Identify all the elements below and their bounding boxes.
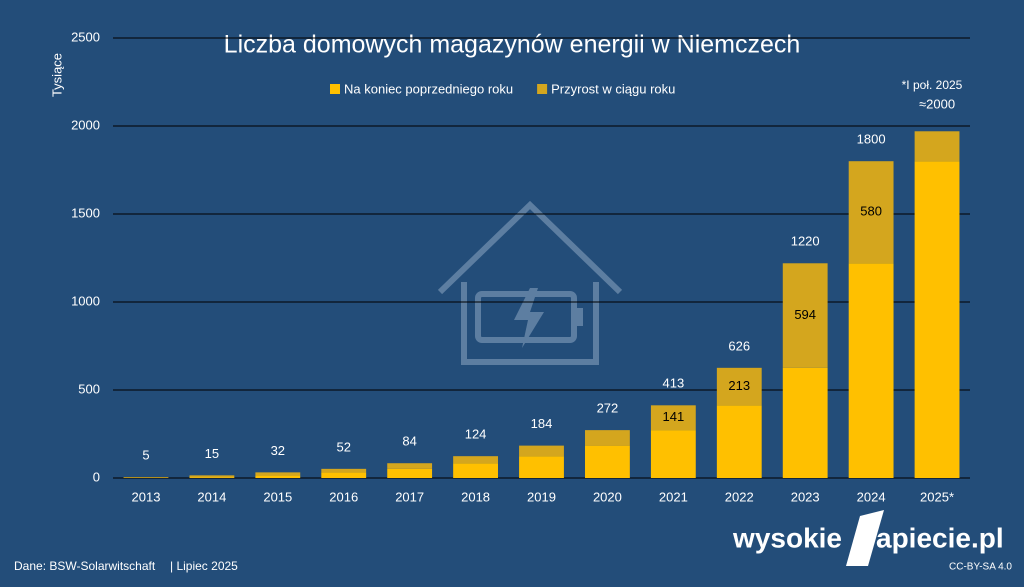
bar-segment — [585, 430, 630, 446]
bar-segment — [716, 405, 762, 478]
x-tick-label: 2024 — [857, 489, 886, 504]
total-label: 84 — [402, 434, 416, 449]
total-label: 124 — [465, 427, 487, 442]
bar-segment — [650, 405, 696, 431]
x-tick-label: 2013 — [132, 489, 161, 504]
y-tick-label: 1500 — [71, 205, 100, 220]
total-label: 5 — [142, 448, 149, 463]
legend-label: Przyrost w ciągu roku — [551, 81, 675, 96]
legend-label: Na koniec poprzedniego roku — [344, 81, 513, 96]
value-label: 141 — [662, 409, 684, 424]
bar-segment — [782, 263, 828, 368]
bar-segment — [387, 468, 433, 478]
y-tick-label: 1000 — [71, 293, 100, 308]
bar-segment — [123, 477, 169, 478]
bar-segment — [585, 445, 630, 478]
watermark-house — [437, 200, 623, 365]
footnote: *I poł. 2025 — [902, 78, 963, 92]
x-tick-label: 2015 — [263, 489, 292, 504]
x-tick-label: 2020 — [593, 489, 622, 504]
bar-segment — [782, 367, 828, 478]
chart-title: Liczba domowych magazynów energii w Niem… — [224, 31, 801, 59]
bar-segment — [189, 475, 235, 478]
value-label: 580 — [860, 204, 882, 219]
x-tick-label: 2023 — [791, 489, 820, 504]
date: | Lipiec 2025 — [170, 559, 238, 573]
total-label: 1220 — [791, 234, 820, 249]
bar-segment — [453, 463, 498, 478]
bar-segment — [321, 468, 367, 473]
bar-segment — [189, 477, 235, 478]
logo-mark — [846, 510, 884, 566]
x-tick-label: 2016 — [329, 489, 358, 504]
total-label: 272 — [597, 401, 619, 416]
x-tick-label: 2017 — [395, 489, 424, 504]
bar-segment — [255, 472, 301, 476]
total-label: ≈2000 — [919, 96, 955, 111]
y-axis-label: Tysiące — [49, 53, 64, 97]
bar-segment — [387, 463, 433, 469]
total-label: 1800 — [857, 132, 886, 147]
total-label: 184 — [531, 416, 553, 431]
logo-text: apiecie.pl — [876, 522, 1004, 553]
bar-segment — [914, 161, 960, 478]
x-tick-label: 2021 — [659, 489, 688, 504]
x-tick-label: 2022 — [725, 489, 754, 504]
bar-segment — [914, 131, 960, 162]
bar-segment — [321, 472, 367, 478]
value-label: 594 — [794, 307, 816, 322]
bar-segment — [255, 475, 301, 478]
bar-segment — [519, 445, 564, 457]
value-label: 213 — [728, 378, 750, 393]
y-tick-label: 500 — [78, 381, 100, 396]
bar-segment — [716, 367, 762, 406]
source: Dane: BSW-Solarwitschaft — [14, 559, 156, 573]
logo-text: wysokie — [732, 522, 842, 553]
total-label: 626 — [728, 338, 750, 353]
x-tick-label: 2014 — [197, 489, 226, 504]
legend-swatch — [537, 84, 548, 94]
y-tick-label: 2500 — [71, 29, 100, 44]
bar-segment — [848, 263, 894, 478]
license: CC-BY-SA 4.0 — [949, 562, 1012, 573]
x-tick-label: 2019 — [527, 489, 556, 504]
bar-segment — [650, 430, 696, 478]
bar-segment — [848, 161, 894, 264]
total-label: 32 — [271, 443, 285, 458]
x-tick-label: 2018 — [461, 489, 490, 504]
total-label: 413 — [662, 376, 684, 391]
y-tick-label: 2000 — [71, 117, 100, 132]
legend-swatch — [330, 84, 340, 94]
y-tick-label: 0 — [93, 469, 100, 484]
total-label: 52 — [336, 439, 350, 454]
bar-segment — [453, 456, 498, 464]
total-label: 15 — [205, 446, 219, 461]
x-tick-label: 2025* — [920, 489, 954, 504]
bar-segment — [519, 456, 564, 478]
